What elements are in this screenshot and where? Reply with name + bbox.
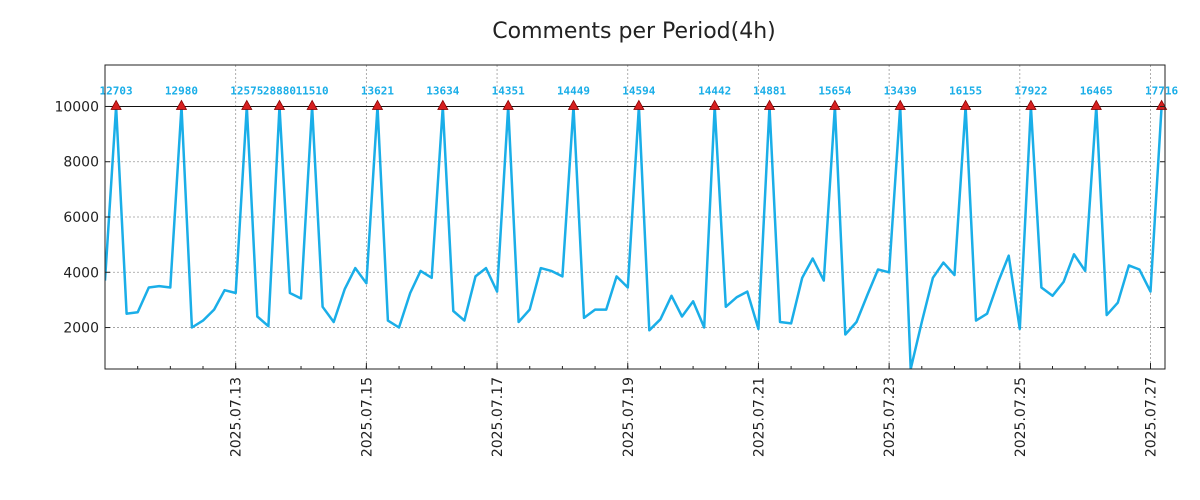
series-layer <box>105 105 1163 369</box>
x-tick-label: 2025.07.17 <box>490 377 506 457</box>
x-tick-label: 2025.07.19 <box>621 377 637 457</box>
peak-marker <box>829 99 841 110</box>
peak-label: 15654 <box>818 84 851 97</box>
peak-label: 14594 <box>622 84 655 97</box>
peak-marker <box>306 99 318 110</box>
peak-label: 17922 <box>1014 84 1047 97</box>
y-tick-label: 2000 <box>63 321 99 337</box>
peak-marker <box>175 99 188 110</box>
peak-label: 11510 <box>296 84 329 97</box>
peak-label: 16465 <box>1080 84 1113 97</box>
series-line-comments <box>105 105 1163 369</box>
peak-marker <box>371 99 384 110</box>
plot-frame <box>104 64 1166 370</box>
axis-layer: 2000 4000 6000 8000 10000 2025.07.13 2025.07.1… <box>54 99 1165 457</box>
peak-marker <box>633 99 645 110</box>
peak-marker <box>894 99 906 110</box>
peak-label: 12980 <box>165 84 198 97</box>
peak-label: 16155 <box>949 84 982 97</box>
y-tick-label: 6000 <box>63 210 99 226</box>
peak-marker <box>1090 99 1102 110</box>
peak-marker <box>437 99 449 110</box>
peak-marker <box>763 99 776 110</box>
label-layer: 12703 12980 12575 28880 11510 13621 13634 14351… <box>100 84 1179 97</box>
y-tick-label: 4000 <box>63 265 99 281</box>
x-tick-label: 2025.07.13 <box>229 377 245 457</box>
x-tick-label: 2025.07.15 <box>359 377 375 457</box>
peak-marker <box>1025 99 1037 110</box>
peak-marker <box>241 99 253 110</box>
peak-label: 17716 <box>1145 84 1178 97</box>
y-tick-label: 10000 <box>54 99 99 115</box>
peak-label: 14351 <box>492 84 525 97</box>
peak-marker <box>567 99 580 110</box>
peak-marker <box>502 99 514 110</box>
chart-title: Comments per Period(4h) <box>492 19 776 44</box>
x-tick-label: 2025.07.27 <box>1144 377 1160 457</box>
peak-label: 14449 <box>557 84 590 97</box>
peak-marker <box>110 99 122 110</box>
peak-marker <box>273 99 286 110</box>
peak-label: 14881 <box>753 84 786 97</box>
marker-layer <box>110 99 1168 110</box>
peak-label: 13634 <box>426 84 459 97</box>
peak-label: 12703 <box>100 84 133 97</box>
peak-marker <box>959 99 972 110</box>
y-tick-label: 8000 <box>63 155 99 171</box>
x-tick-label: 2025.07.21 <box>751 377 767 457</box>
x-tick-label: 2025.07.23 <box>882 377 898 457</box>
peak-label: 14442 <box>698 84 731 97</box>
peak-marker <box>708 99 721 110</box>
x-tick-label: 2025.07.25 <box>1013 377 1029 457</box>
peak-label: 28880 <box>263 84 296 97</box>
peak-label: 12575 <box>230 84 263 97</box>
peak-label: 13621 <box>361 84 394 97</box>
peak-marker <box>1155 99 1168 110</box>
peak-label: 13439 <box>884 84 917 97</box>
